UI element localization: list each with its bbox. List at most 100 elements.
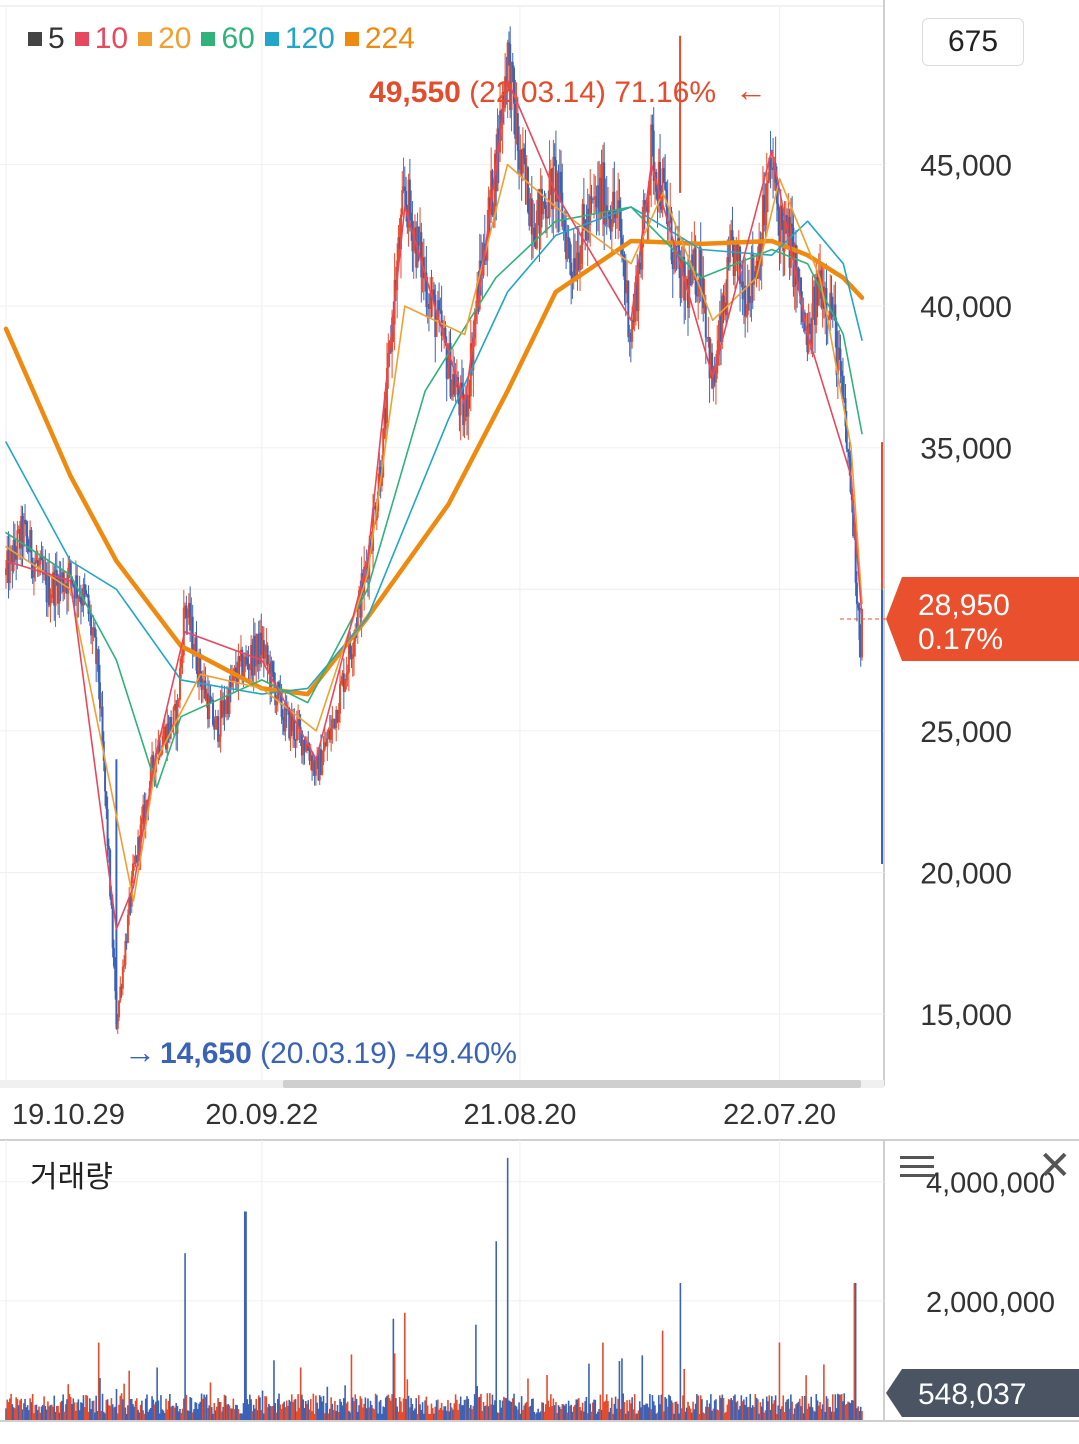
high-marker-label: 49,550 (22.03.14) 71.16% xyxy=(369,76,716,109)
candle-body xyxy=(318,749,321,781)
candle-body xyxy=(652,130,655,181)
volume-bar xyxy=(805,1375,807,1420)
candle-count-box[interactable]: 675 xyxy=(922,18,1024,66)
volume-bar xyxy=(517,1409,519,1420)
candle-body xyxy=(534,242,537,249)
candle-body xyxy=(133,862,136,864)
volume-bar xyxy=(331,1403,334,1420)
volume-bar xyxy=(480,1393,482,1420)
candle-body xyxy=(665,189,668,208)
volume-bar xyxy=(485,1405,487,1420)
candle-body xyxy=(528,212,531,226)
volume-bar xyxy=(116,1413,119,1420)
candle-body xyxy=(603,162,606,225)
candle-body xyxy=(552,156,555,210)
volume-bar xyxy=(92,1400,95,1420)
candle-body xyxy=(591,198,594,200)
volume-bar xyxy=(256,1410,259,1420)
volume-bar xyxy=(195,1402,198,1420)
legend-item-60[interactable]: 60 xyxy=(201,22,255,56)
candle-body xyxy=(593,197,596,200)
candle-body xyxy=(633,297,636,323)
volume-bar xyxy=(674,1401,677,1420)
candle-body xyxy=(737,246,740,261)
volume-bar xyxy=(390,1400,392,1420)
candle-body xyxy=(801,304,804,322)
volume-bar xyxy=(494,1400,496,1420)
candle-body xyxy=(386,368,389,424)
candle-body xyxy=(72,584,75,586)
volume-bar xyxy=(307,1400,310,1420)
candle-body xyxy=(184,605,187,608)
volume-bar xyxy=(209,1382,212,1420)
candle-body xyxy=(854,526,857,583)
menu-icon[interactable] xyxy=(900,1150,934,1184)
volume-bar xyxy=(63,1411,66,1420)
legend-item-20[interactable]: 20 xyxy=(138,22,191,56)
candle-body xyxy=(26,536,29,549)
candle-body xyxy=(328,729,331,740)
candle-body xyxy=(739,246,742,285)
candle-body xyxy=(413,227,416,234)
volume-bar xyxy=(654,1405,656,1420)
volume-bar xyxy=(459,1396,462,1420)
volume-bar xyxy=(69,1397,72,1420)
volume-bar xyxy=(768,1395,771,1420)
candle-body xyxy=(159,753,162,756)
volume-bar xyxy=(464,1399,467,1420)
volume-bar xyxy=(472,1405,475,1420)
y-tick-label: 45,000 xyxy=(920,150,1012,183)
volume-bar xyxy=(522,1409,524,1420)
volume-bar xyxy=(847,1401,849,1420)
volume-bar xyxy=(599,1394,602,1420)
candle-body xyxy=(356,605,359,631)
candle-body xyxy=(330,727,333,740)
candle-body xyxy=(815,277,818,325)
candle-body xyxy=(248,665,251,670)
candle-body xyxy=(573,258,576,277)
candle-body xyxy=(199,652,202,679)
volume-bar xyxy=(588,1363,590,1420)
candle-body xyxy=(429,293,432,309)
ma-legend: 5 10 20 60 120 224 xyxy=(28,22,415,56)
candle-body xyxy=(819,270,822,281)
legend-item-10[interactable]: 10 xyxy=(74,22,128,56)
volume-bar xyxy=(402,1398,405,1420)
current-volume-value: 548,037 xyxy=(918,1378,1026,1411)
volume-bar xyxy=(787,1398,790,1420)
volume-bar xyxy=(56,1405,58,1420)
volume-bar xyxy=(591,1402,594,1420)
volume-bar xyxy=(440,1402,443,1420)
candle-body xyxy=(116,1017,119,1029)
candle-body xyxy=(62,572,65,592)
legend-item-5[interactable]: 5 xyxy=(28,22,65,56)
volume-bar xyxy=(210,1407,213,1420)
volume-bar xyxy=(584,1401,586,1420)
legend-item-224[interactable]: 224 xyxy=(344,22,415,56)
volume-bar xyxy=(515,1406,518,1420)
volume-bar xyxy=(537,1408,539,1420)
volume-bar xyxy=(35,1404,38,1420)
candle-body xyxy=(624,279,627,294)
candle-body xyxy=(79,597,82,604)
volume-bar xyxy=(340,1401,343,1420)
close-icon[interactable]: ✕ xyxy=(1038,1144,1072,1188)
volume-bar xyxy=(590,1411,593,1420)
volume-bar xyxy=(861,1411,863,1420)
candle-body xyxy=(570,262,573,277)
legend-item-120[interactable]: 120 xyxy=(264,22,335,56)
candle-body xyxy=(725,302,728,316)
candle-body xyxy=(699,247,702,292)
volume-bar xyxy=(428,1413,430,1420)
volume-bar xyxy=(745,1396,748,1420)
y-tick-label: 40,000 xyxy=(920,291,1012,324)
candle-body xyxy=(784,215,787,221)
volume-bar xyxy=(224,1395,227,1420)
volume-bar xyxy=(321,1401,324,1420)
candle-body xyxy=(623,259,626,280)
volume-bar xyxy=(99,1378,101,1420)
legend-swatch xyxy=(138,32,153,46)
volume-bar xyxy=(132,1404,134,1420)
